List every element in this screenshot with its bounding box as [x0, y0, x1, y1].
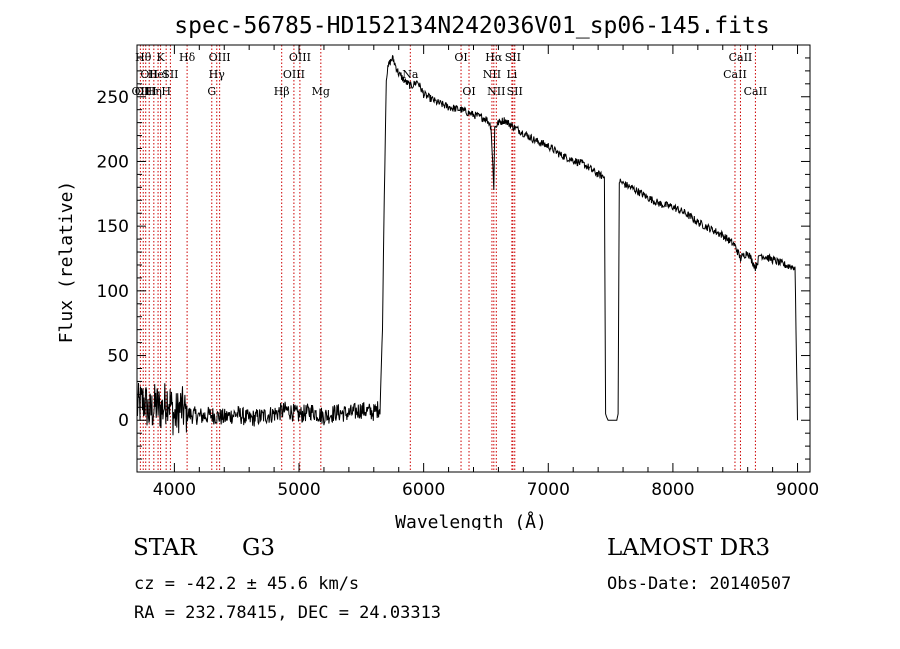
- x-tick-label: 8000: [651, 480, 694, 500]
- x-tick-label: 4000: [153, 480, 196, 500]
- line-marker-label: NII: [483, 68, 501, 81]
- y-tick-label: 200: [97, 152, 129, 172]
- line-marker-labels: OIIHθOIIIOIIHηHeIKHSIIHδGHγOIIIHβOIIIOII…: [132, 51, 768, 98]
- line-marker-label: Na: [402, 68, 419, 81]
- line-marker-label: CaII: [729, 51, 753, 64]
- y-tick-label: 50: [107, 347, 129, 367]
- redshift-velocity: cz = -42.2 ± 45.6 km/s: [134, 574, 360, 594]
- survey-name: LAMOST DR3: [607, 535, 771, 561]
- line-marker-label: OIII: [135, 85, 157, 98]
- line-marker-label: OIII: [209, 51, 231, 64]
- line-marker-label: CaII: [723, 68, 747, 81]
- y-tick-label: 100: [97, 282, 129, 302]
- line-marker-label: SII: [162, 68, 178, 81]
- line-marker-label: SII: [505, 51, 521, 64]
- line-marker-label: OII: [140, 68, 158, 81]
- line-marker-label: Hγ: [209, 68, 226, 81]
- line-marker-label: OI: [462, 85, 475, 98]
- spectrum-plot: spec-56785-HD152134N242036V01_sp06-145.f…: [56, 13, 819, 530]
- axis-ticks: 4000 5000 6000 7000 8000 9000 0 50 100 150 200 250: [97, 45, 819, 500]
- line-marker-label: CaII: [744, 85, 768, 98]
- line-marker-label: Hδ: [179, 51, 196, 64]
- line-marker-label: NII: [487, 85, 505, 98]
- y-tick-label: 0: [118, 411, 129, 431]
- line-markers: [139, 45, 756, 472]
- line-marker-label: Li: [506, 68, 517, 81]
- line-marker-label: HeI: [148, 68, 168, 81]
- observation-date: Obs-Date: 20140507: [607, 574, 792, 594]
- line-marker-label: OIII: [289, 51, 311, 64]
- chart-title: spec-56785-HD152134N242036V01_sp06-145.f…: [174, 13, 769, 39]
- y-tick-label: 150: [97, 217, 129, 237]
- line-marker-label: Hθ: [135, 51, 152, 64]
- spectral-subclass: G3: [242, 535, 276, 561]
- line-marker-label: SII: [507, 85, 523, 98]
- y-axis-label: Flux (relative): [56, 181, 77, 344]
- ra-dec-coordinates: RA = 232.78415, DEC = 24.03313: [134, 603, 442, 623]
- x-axis-label: Wavelength (Å): [395, 511, 547, 530]
- line-marker-label: OI: [454, 51, 467, 64]
- x-tick-label: 5000: [277, 480, 320, 500]
- x-tick-label: 7000: [527, 480, 570, 500]
- line-marker-label: H: [161, 85, 171, 98]
- line-marker-label: OIII: [283, 68, 305, 81]
- line-marker-label: OII: [132, 85, 150, 98]
- line-marker-label: Hβ: [274, 85, 290, 98]
- object-class: STAR: [133, 535, 197, 561]
- line-marker-label: Hα: [485, 51, 503, 64]
- line-marker-label: G: [207, 85, 216, 98]
- x-tick-label: 9000: [776, 480, 819, 500]
- line-marker-label: Hη: [146, 85, 162, 98]
- x-tick-label: 6000: [402, 480, 445, 500]
- spectrum-line: [136, 54, 798, 436]
- y-tick-label: 250: [97, 88, 129, 108]
- line-marker-label: Mg: [312, 85, 330, 98]
- line-marker-label: K: [156, 51, 165, 64]
